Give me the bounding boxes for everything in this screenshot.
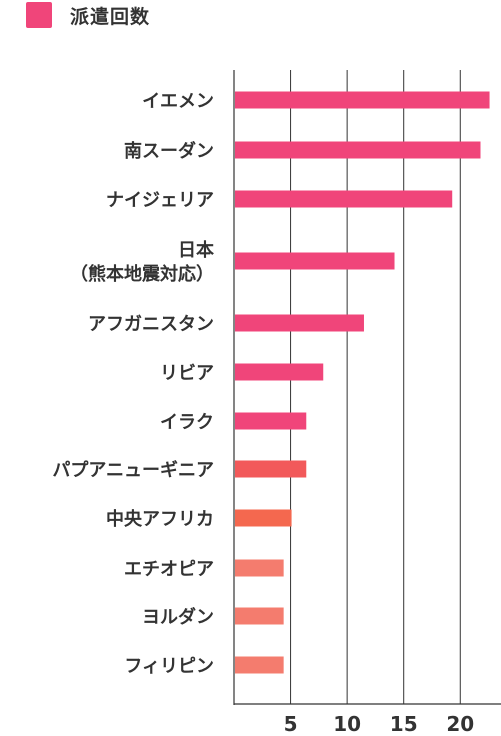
bar-9 bbox=[235, 559, 284, 577]
bar-5 bbox=[235, 363, 324, 381]
category-label: フィリピン bbox=[124, 656, 214, 677]
x-tick-label: 10 bbox=[333, 712, 361, 736]
x-tick-label: 15 bbox=[390, 712, 418, 736]
category-label: （熊本地震対応） bbox=[70, 263, 214, 285]
category-label: エチオピア bbox=[124, 559, 214, 580]
bar-1 bbox=[235, 141, 481, 159]
x-tick-label: 5 bbox=[284, 712, 298, 736]
bar-6 bbox=[235, 412, 307, 430]
legend-label: 派遣回数 bbox=[70, 5, 151, 28]
bar-8 bbox=[235, 509, 292, 527]
chart-legend: 派遣回数 bbox=[26, 2, 150, 28]
bar-0 bbox=[235, 91, 490, 109]
legend-swatch bbox=[26, 2, 52, 28]
bar-4 bbox=[235, 314, 364, 332]
category-label: パプアニューギニア bbox=[52, 459, 214, 481]
bar-10 bbox=[235, 607, 284, 625]
category-label: ナイジェリア bbox=[106, 190, 214, 211]
category-label: イエメン bbox=[142, 91, 214, 112]
bar-7 bbox=[235, 460, 307, 478]
category-label: ヨルダン bbox=[142, 606, 214, 628]
x-tick-label: 20 bbox=[446, 712, 474, 736]
category-label: イラク bbox=[160, 412, 214, 433]
bar-3 bbox=[235, 252, 395, 270]
category-label: リビア bbox=[160, 363, 214, 384]
category-label: 南スーダン bbox=[124, 140, 214, 162]
bar-2 bbox=[235, 190, 453, 208]
category-label: アフガニスタン bbox=[88, 314, 214, 335]
category-label: 中央アフリカ bbox=[106, 508, 214, 530]
bar-11 bbox=[235, 656, 284, 674]
category-label: 日本 bbox=[178, 239, 214, 261]
